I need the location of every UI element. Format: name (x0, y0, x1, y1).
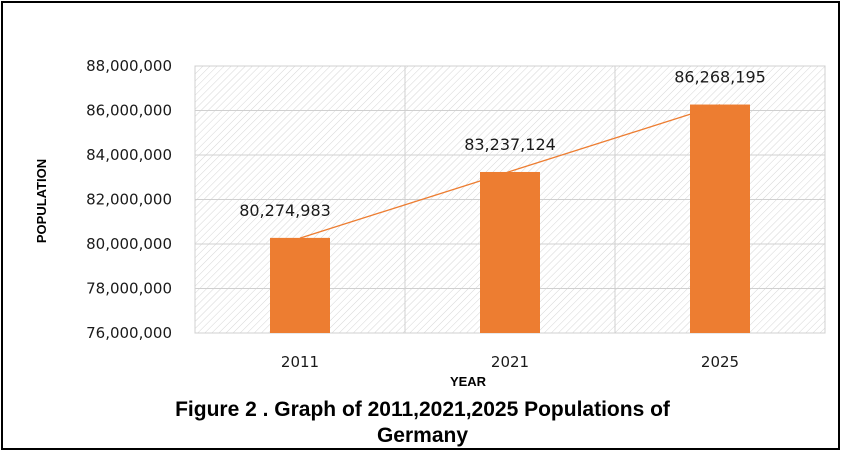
bar-2021 (480, 171, 540, 333)
x-tick-label: 2021 (491, 353, 529, 371)
y-tick-label: 88,000,000 (86, 57, 172, 75)
bars (270, 104, 750, 334)
bar-2025 (690, 104, 750, 334)
y-axis-title: POPULATION (34, 159, 49, 243)
data-label: 80,274,983 (239, 201, 331, 220)
caption-line-1: Figure 2 . Graph of 2011,2021,2025 Popul… (175, 398, 670, 421)
y-tick-labels: 76,000,000 78,000,000 80,000,000 82,000,000… (86, 57, 172, 342)
data-label: 83,237,124 (464, 135, 556, 154)
y-tick-label: 86,000,000 (86, 102, 172, 120)
data-label: 86,268,195 (674, 68, 766, 87)
figure-frame (1, 1, 840, 450)
x-axis-title: YEAR (450, 374, 487, 389)
population-bar-chart: 76,000,000 78,000,000 80,000,000 82,000,000… (34, 57, 826, 389)
caption-line-2: Germany (376, 424, 469, 447)
y-tick-label: 80,000,000 (86, 235, 172, 253)
trendline-group (299, 104, 721, 239)
x-tick-label: 2011 (281, 353, 319, 371)
x-tick-labels: 2011 2021 2025 (281, 353, 739, 371)
y-tick-label: 76,000,000 (86, 324, 172, 342)
trendline (299, 104, 721, 239)
data-labels: 80,274,983 83,237,124 86,268,195 (239, 68, 766, 220)
y-tick-label: 82,000,000 (86, 191, 172, 209)
y-tick-label: 78,000,000 (86, 280, 172, 298)
x-tick-label: 2025 (701, 353, 739, 371)
y-tick-label: 84,000,000 (86, 146, 172, 164)
figure-caption: Figure 2 . Graph of 2011,2021,2025 Popul… (0, 397, 845, 449)
bar-2011 (270, 237, 330, 333)
